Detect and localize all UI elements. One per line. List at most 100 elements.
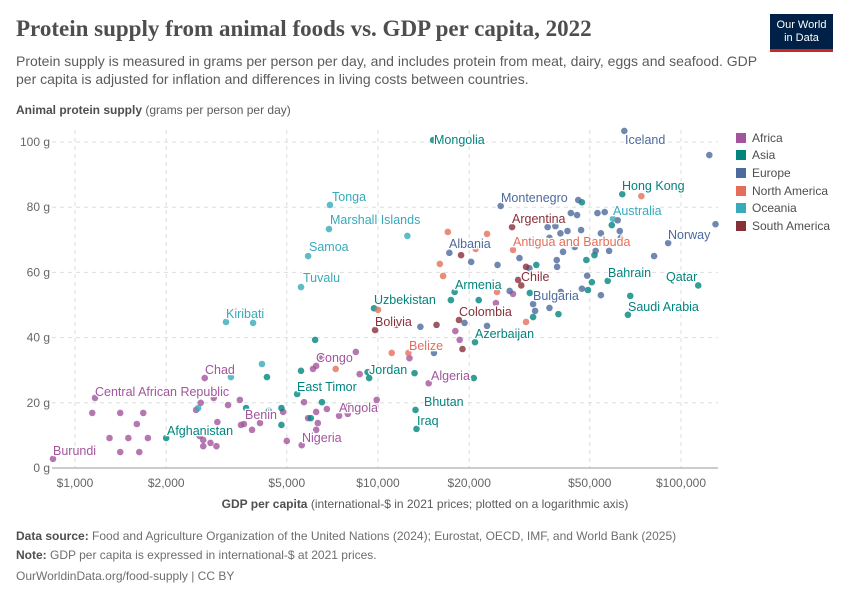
- y-axis-title-rest: (grams per person per day): [142, 103, 291, 117]
- legend-item[interactable]: Oceania: [736, 199, 830, 217]
- data-point: [564, 227, 571, 235]
- data-point: [609, 215, 617, 223]
- data-point: [227, 373, 235, 381]
- data-point: [224, 401, 232, 409]
- legend-item[interactable]: North America: [736, 182, 830, 200]
- legend-item[interactable]: Europe: [736, 164, 830, 182]
- point-label: Argentina: [512, 212, 566, 226]
- data-point: [297, 283, 305, 291]
- point-label: Congo: [316, 351, 353, 365]
- y-tick-label: 100 g: [20, 135, 50, 149]
- legend-item[interactable]: South America: [736, 217, 830, 235]
- data-point: [199, 442, 207, 450]
- legend-label: Europe: [752, 165, 791, 180]
- data-point: [577, 226, 585, 234]
- owid-logo[interactable]: Our World in Data: [770, 14, 833, 52]
- data-point: [125, 434, 132, 442]
- data-point: [444, 228, 452, 236]
- data-point: [135, 448, 143, 456]
- data-point: [352, 348, 360, 356]
- data-point: [522, 318, 530, 326]
- data-point: [552, 222, 559, 230]
- data-point: [406, 354, 413, 362]
- data-point: [298, 441, 306, 449]
- x-tick-label: $2,000: [148, 476, 185, 490]
- data-point: [325, 225, 333, 233]
- legend-label: North America: [752, 183, 829, 198]
- data-point: [412, 406, 419, 414]
- data-point: [573, 211, 581, 219]
- point-label: Norway: [668, 228, 711, 242]
- source-text: Food and Agriculture Organization of the…: [88, 529, 677, 543]
- legend-swatch: [736, 220, 746, 231]
- data-point: [222, 318, 230, 326]
- x-tick-label: $100,000: [656, 476, 706, 490]
- data-point: [311, 336, 319, 344]
- data-point: [601, 208, 609, 216]
- data-point: [258, 360, 266, 368]
- data-point: [365, 374, 373, 382]
- data-point: [706, 151, 713, 159]
- data-point: [492, 299, 500, 307]
- legend-swatch: [736, 167, 746, 178]
- data-point: [529, 313, 537, 321]
- data-point: [309, 365, 317, 373]
- y-tick-label: 40 g: [27, 331, 50, 345]
- data-point: [116, 448, 124, 456]
- data-point: [471, 338, 479, 346]
- data-point: [494, 261, 501, 269]
- data-point: [567, 209, 575, 217]
- data-point: [278, 404, 285, 412]
- point-label: Qatar: [666, 270, 697, 284]
- data-point: [356, 370, 363, 378]
- point-label: Montenegro: [501, 191, 568, 205]
- point-label: Uzbekistan: [374, 293, 436, 307]
- point-label: Antigua and Barbuda: [513, 235, 631, 249]
- data-point: [555, 310, 562, 318]
- data-point: [256, 419, 264, 427]
- data-point: [162, 434, 170, 442]
- point-label: Afghanistan: [167, 424, 233, 438]
- legend-label: South America: [752, 218, 831, 233]
- data-point: [210, 394, 218, 402]
- data-point: [194, 404, 202, 412]
- x-tick-label: $20,000: [448, 476, 492, 490]
- data-point: [49, 455, 57, 463]
- data-point: [617, 234, 625, 242]
- data-point: [544, 223, 551, 231]
- data-point: [265, 407, 273, 415]
- data-point: [483, 322, 491, 330]
- data-point: [455, 316, 463, 324]
- data-point: [133, 420, 141, 428]
- legend-item[interactable]: Africa: [736, 129, 830, 147]
- data-point: [546, 234, 553, 242]
- data-point: [531, 307, 539, 315]
- point-label: Marshall Islands: [330, 213, 420, 227]
- data-point: [546, 304, 553, 312]
- data-point: [318, 398, 326, 406]
- note-label: Note:: [16, 548, 47, 562]
- x-tick-label: $10,000: [356, 476, 400, 490]
- data-point: [405, 349, 412, 357]
- point-label: Central African Republic: [95, 385, 229, 399]
- data-point: [446, 249, 453, 257]
- point-label: Bolivia: [375, 315, 412, 329]
- data-point: [199, 436, 207, 444]
- data-point: [583, 272, 591, 279]
- data-point: [506, 287, 513, 295]
- legend-item[interactable]: Asia: [736, 147, 830, 165]
- data-point: [373, 396, 380, 404]
- data-point: [300, 398, 308, 406]
- data-point: [604, 277, 612, 285]
- data-point: [508, 223, 516, 231]
- credit-link[interactable]: OurWorldinData.org/food-supply | CC BY: [16, 569, 235, 583]
- data-point: [553, 256, 561, 264]
- y-tick-label: 80 g: [27, 200, 50, 214]
- data-point: [533, 261, 540, 269]
- point-label: Burundi: [53, 444, 96, 458]
- data-point: [139, 409, 147, 417]
- data-point: [447, 296, 455, 304]
- chart-subtitle: Protein supply is measured in grams per …: [16, 53, 757, 87]
- point-label: Albania: [449, 237, 491, 251]
